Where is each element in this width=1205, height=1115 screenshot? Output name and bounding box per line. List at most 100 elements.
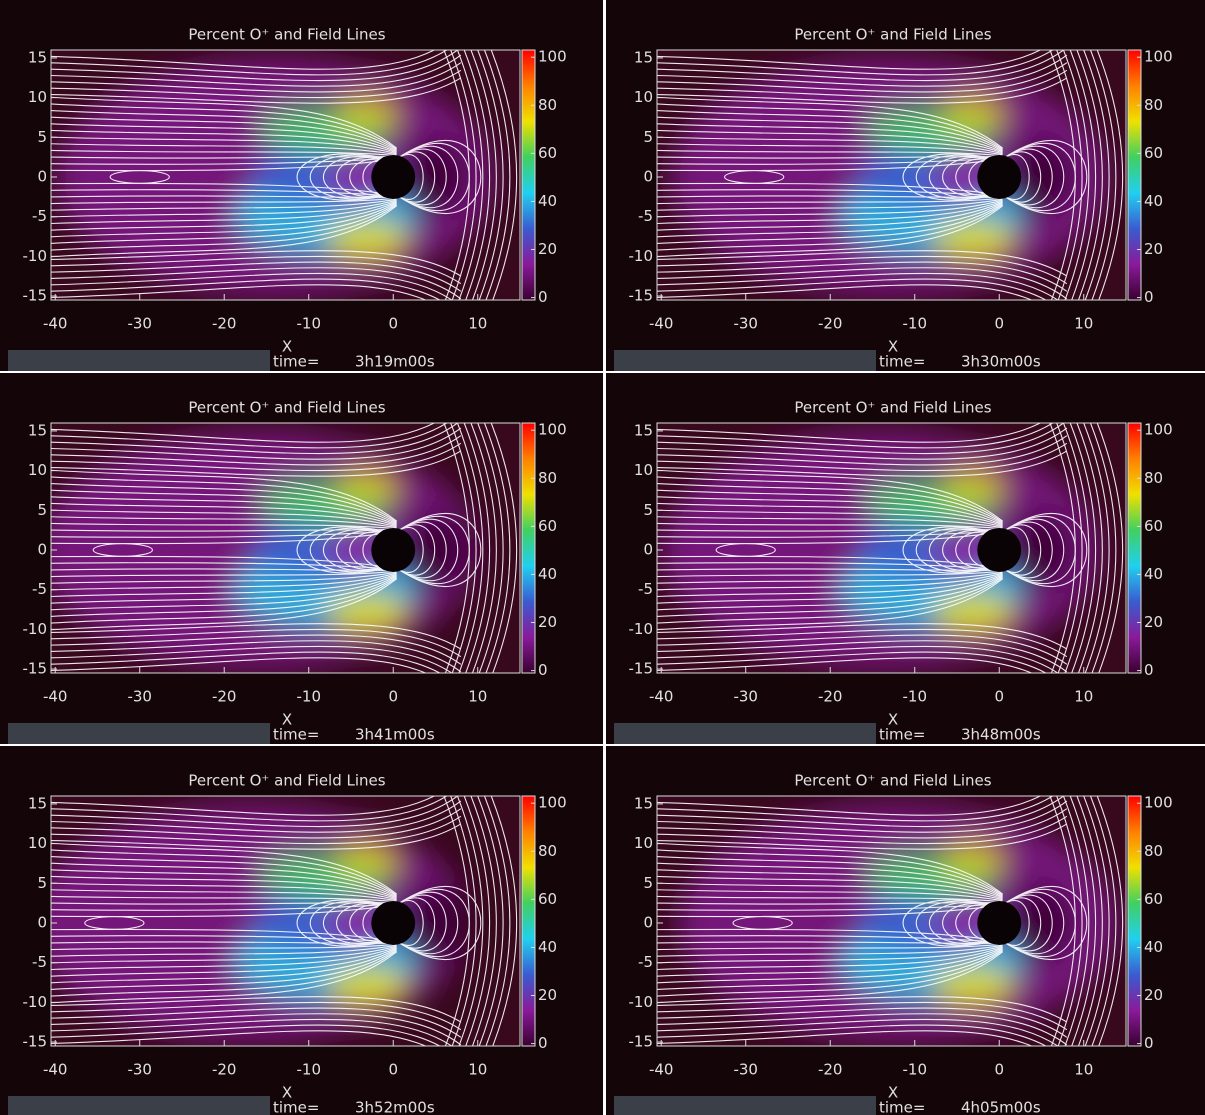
field-line <box>657 200 1003 225</box>
field-line <box>657 948 1003 984</box>
field-line <box>657 842 1003 895</box>
earth <box>371 155 416 199</box>
field-line <box>51 849 397 896</box>
y-tick-label: 5 <box>643 874 653 892</box>
x-tick-label: -40 <box>649 1061 674 1079</box>
y-tick-label: -15 <box>629 287 654 305</box>
x-tick-label: -10 <box>902 1061 927 1079</box>
chart-title: Percent O⁺ and Field Lines <box>188 399 385 417</box>
field-line <box>657 69 1068 99</box>
time-label: time= <box>879 1099 925 1115</box>
field-line <box>657 575 1003 611</box>
field-line <box>51 951 397 1004</box>
field-line <box>657 578 1003 631</box>
field-line <box>657 202 1003 238</box>
field-line <box>1001 897 1042 949</box>
field-line <box>657 427 1068 460</box>
field-line <box>657 895 1003 903</box>
time-label: time= <box>273 1099 319 1115</box>
field-line <box>296 153 391 201</box>
colorbar-tick-label: 60 <box>538 144 557 162</box>
field-line <box>657 862 1003 898</box>
field-line <box>657 889 1003 902</box>
field-line <box>51 149 397 157</box>
field-line <box>657 205 1003 258</box>
field-line <box>51 123 397 153</box>
y-tick-label: -15 <box>629 660 654 678</box>
colorbar-tick-label: 40 <box>538 938 557 956</box>
field-line <box>657 50 1054 76</box>
field-line <box>902 899 997 947</box>
y-tick-label: 0 <box>37 167 47 185</box>
field-line <box>51 823 462 850</box>
field-line <box>657 1001 1068 1031</box>
field-line <box>51 50 459 82</box>
y-tick-label: 5 <box>37 128 47 146</box>
field-line <box>51 116 397 152</box>
field-line <box>51 96 397 149</box>
y-tick-label: 10 <box>28 88 47 106</box>
y-tick-label: -10 <box>629 247 654 265</box>
field-line <box>395 148 447 206</box>
field-line <box>51 435 462 466</box>
region <box>931 593 1017 634</box>
colorbar-tick-label: 40 <box>1144 565 1163 583</box>
field-line <box>657 496 1003 526</box>
field-line <box>1001 521 1053 579</box>
x-tick-label: 10 <box>468 315 487 333</box>
field-line <box>51 943 397 951</box>
y-tick-label: -15 <box>23 660 48 678</box>
colorbar-tick-label: 20 <box>1144 986 1163 1004</box>
y-tick-label: -5 <box>638 580 653 598</box>
field-line <box>51 476 397 523</box>
field-line <box>657 576 1003 617</box>
field-line <box>51 267 462 300</box>
y-tick-label: 0 <box>37 913 47 931</box>
field-line <box>51 50 448 76</box>
x-tick-label: -30 <box>733 688 758 706</box>
field-lines <box>657 423 1124 673</box>
plot-frame <box>50 49 521 301</box>
field-line <box>657 572 1003 591</box>
field-line <box>657 1007 1068 1038</box>
field-line <box>51 205 397 258</box>
field-line <box>490 50 518 300</box>
field-line <box>309 154 391 200</box>
field-line <box>51 204 397 251</box>
earth <box>371 901 416 945</box>
field-line <box>1076 796 1103 1046</box>
panel: 0 20 40 60 80 100 -40 -30 -20 -10 0 10 -15 -10 -5 0 5 10 1… <box>0 0 603 371</box>
chart-title: Percent O⁺ and Field Lines <box>794 772 991 790</box>
y-tick-label: 15 <box>28 794 47 812</box>
status-bar <box>614 350 876 371</box>
field-line <box>657 574 1003 604</box>
x-tick-label: -20 <box>818 1061 843 1079</box>
field-line <box>1001 527 1030 573</box>
field-line <box>395 151 436 203</box>
field-line <box>657 573 1003 598</box>
field-line <box>1083 796 1110 1046</box>
field-line <box>1062 50 1090 300</box>
x-tick-label: -40 <box>649 688 674 706</box>
field-line <box>657 62 1068 93</box>
y-tick-label: 0 <box>643 167 653 185</box>
plasmoid <box>84 916 145 930</box>
field-line <box>51 203 397 244</box>
y-tick-label: -5 <box>638 953 653 971</box>
plot-area <box>51 796 520 1046</box>
colorbar-tick-label: 40 <box>538 192 557 210</box>
field-line <box>657 50 1042 70</box>
field-line <box>51 651 441 673</box>
field-line <box>51 796 459 828</box>
y-tick-label: -5 <box>638 207 653 225</box>
field-line <box>1076 50 1103 300</box>
field-line <box>657 136 1003 155</box>
x-tick-label: -30 <box>733 1061 758 1079</box>
colorbar-tick-label: 60 <box>538 517 557 535</box>
field-line <box>1056 796 1083 1046</box>
colorbar-tick-label: 80 <box>538 96 557 114</box>
colorbar-tick-label: 0 <box>538 1034 548 1052</box>
field-line <box>51 949 397 990</box>
y-tick-label: 15 <box>634 421 653 439</box>
y-tick-label: 0 <box>643 540 653 558</box>
